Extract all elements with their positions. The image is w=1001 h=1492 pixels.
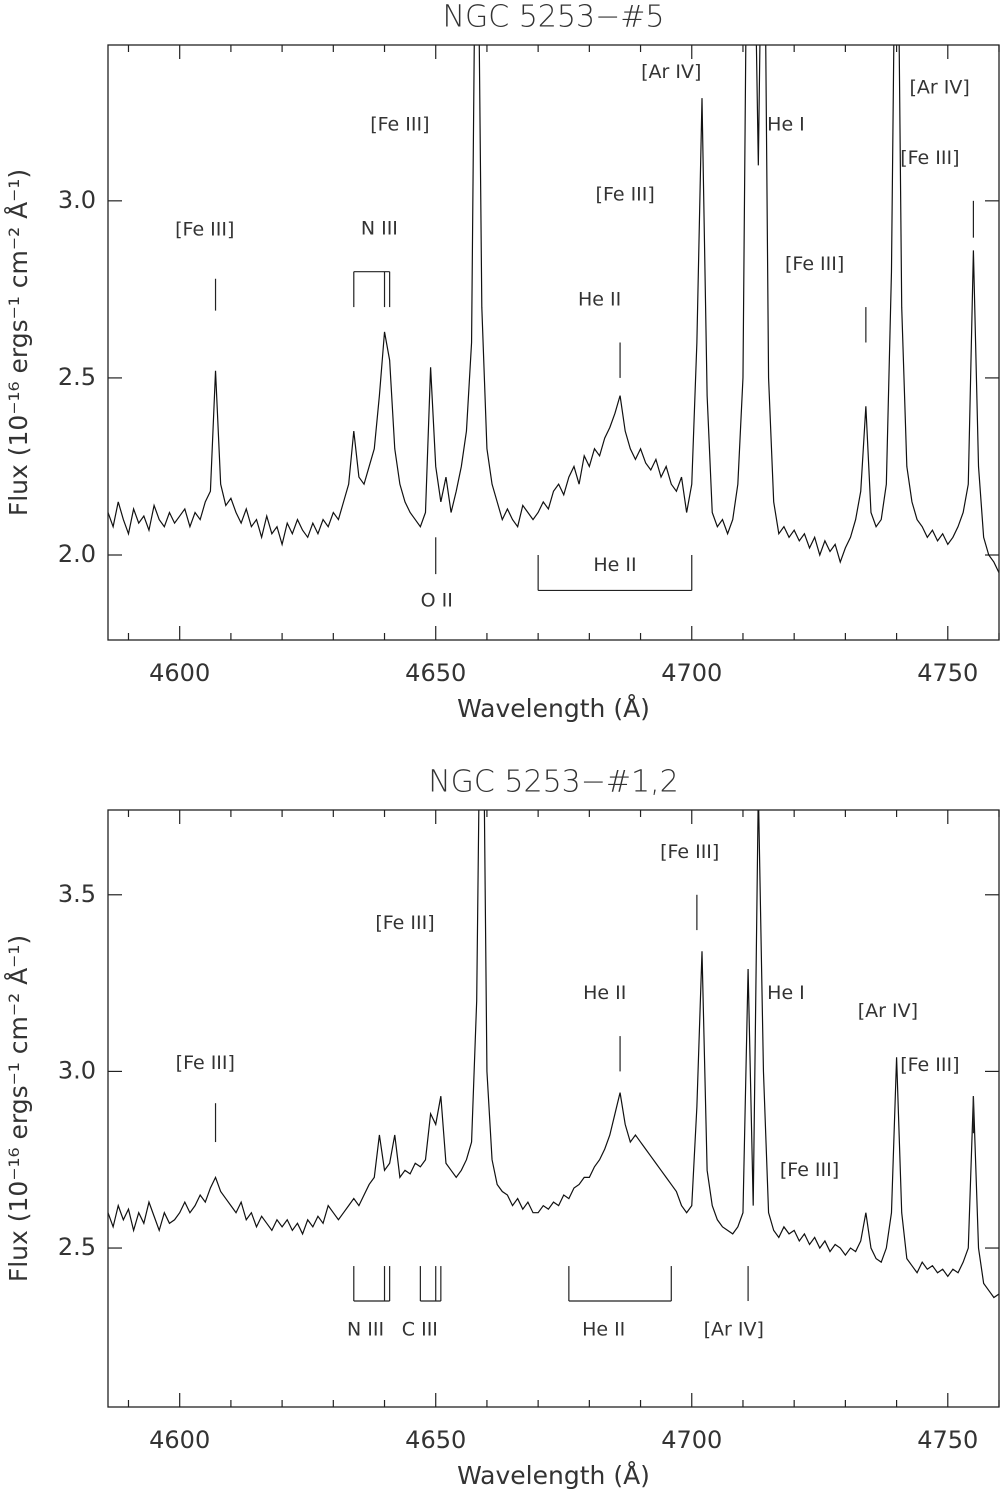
y-tick-label: 2.5 — [58, 1233, 96, 1261]
x-tick-label: 4700 — [661, 1426, 722, 1454]
x-tick-label: 4750 — [917, 659, 978, 687]
line-label: He II — [582, 1318, 625, 1340]
line-label: He I — [767, 982, 805, 1004]
line-label: O II — [421, 590, 453, 612]
line-label: [Fe III] — [175, 218, 234, 240]
x-tick-label: 4750 — [917, 1426, 978, 1454]
line-label: He II — [583, 982, 626, 1004]
line-label: He I — [767, 114, 805, 136]
chart-title: NGC 5253−#1,2 — [428, 765, 679, 800]
y-tick-label: 3.0 — [58, 1056, 96, 1084]
line-label: He II — [593, 554, 636, 576]
panel: NGC 5253−#5 Wavelength (Å) Flux (10⁻¹⁶ erg… — [4, 0, 1000, 723]
line-label: N III — [361, 218, 398, 240]
line-label: [Fe III] — [780, 1159, 839, 1181]
y-axis-label: Flux (10⁻¹⁶ ergs⁻¹ cm⁻² Å⁻¹) — [4, 935, 33, 1282]
chart-title: NGC 5253−#5 — [443, 0, 665, 35]
x-axis-label: Wavelength (Å) — [457, 694, 650, 723]
line-label: [Ar IV] — [858, 1000, 918, 1022]
x-tick-label: 4650 — [405, 659, 466, 687]
line-label: [Fe III] — [375, 912, 434, 934]
line-label: [Fe III] — [596, 183, 655, 205]
y-axis-label: Flux (10⁻¹⁶ ergs⁻¹ cm⁻² Å⁻¹) — [4, 169, 33, 516]
line-label: [Fe III] — [176, 1052, 235, 1074]
panel: NGC 5253−#1,2 Wavelength (Å) Flux (10⁻¹⁶ e… — [4, 765, 1000, 1490]
line-label: [Fe III] — [370, 114, 429, 136]
line-label: [Fe III] — [785, 253, 844, 275]
line-label: C III — [402, 1318, 438, 1340]
line-label: [Ar IV] — [909, 77, 969, 99]
line-label: [Ar IV] — [641, 61, 701, 83]
y-tick-label: 3.0 — [58, 186, 96, 214]
line-label: N III — [347, 1318, 384, 1340]
y-tick-label: 2.0 — [58, 540, 96, 568]
y-tick-label: 3.5 — [58, 880, 96, 908]
x-tick-label: 4600 — [149, 1426, 210, 1454]
x-tick-label: 4600 — [149, 659, 210, 687]
plot-frame — [107, 44, 1000, 641]
line-label: [Ar IV] — [704, 1318, 764, 1340]
x-tick-label: 4650 — [405, 1426, 466, 1454]
x-tick-label: 4700 — [661, 659, 722, 687]
x-axis-label: Wavelength (Å) — [457, 1461, 650, 1490]
line-label: [Fe III] — [900, 147, 959, 169]
line-label: He II — [578, 289, 621, 311]
spectrum — [108, 45, 999, 573]
line-label: [Fe III] — [900, 1054, 959, 1076]
spectrum — [108, 810, 999, 1299]
y-tick-label: 2.5 — [58, 363, 96, 391]
plot-frame — [107, 809, 1000, 1408]
line-label: [Fe III] — [660, 841, 719, 863]
